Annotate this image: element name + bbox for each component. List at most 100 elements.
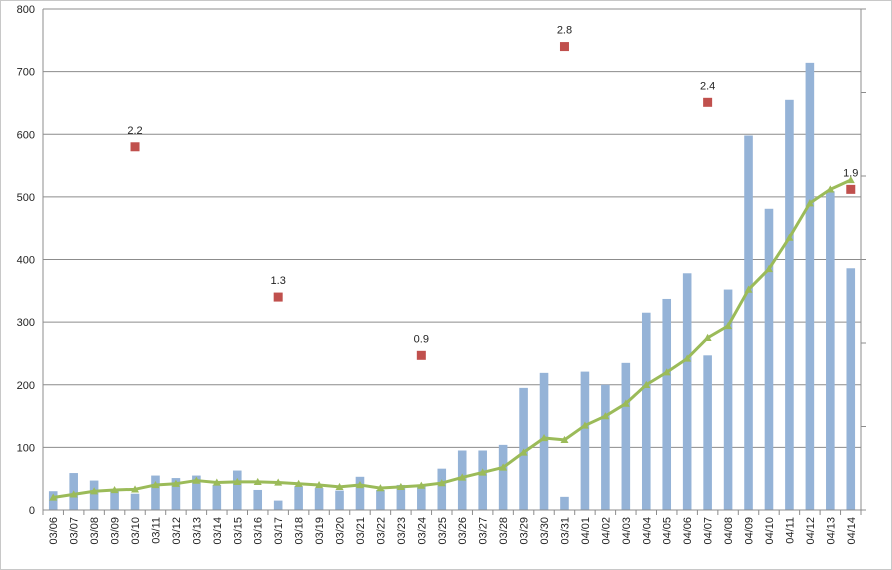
x-tick-label: 04/05 <box>662 517 674 545</box>
bar <box>764 208 774 510</box>
square-marker <box>559 42 569 52</box>
square-marker <box>416 350 426 360</box>
x-tick-label: 04/01 <box>580 517 592 545</box>
x-tick-label: 03/07 <box>69 517 81 545</box>
bar <box>662 298 672 510</box>
bar <box>785 99 794 511</box>
y-tick-label: 100 <box>17 442 35 454</box>
data-label: 0.9 <box>414 333 429 345</box>
bar <box>335 490 344 510</box>
line-point-marker <box>601 412 610 420</box>
y-tick-label: 0 <box>29 505 35 517</box>
bar <box>192 475 201 510</box>
x-tick-label: 04/13 <box>825 517 837 545</box>
square-marker <box>703 97 713 107</box>
bar <box>110 490 119 510</box>
square-marker <box>273 292 283 302</box>
bar <box>498 444 508 510</box>
bar <box>396 484 406 510</box>
line-point-marker <box>826 185 835 193</box>
x-tick-label: 03/16 <box>253 517 265 545</box>
bar <box>723 289 733 510</box>
x-tick-label: 04/06 <box>682 517 694 545</box>
x-tick-label: 03/25 <box>437 517 449 545</box>
y-tick-label: 600 <box>17 129 35 141</box>
x-tick-label: 04/12 <box>805 517 817 545</box>
x-tick-label: 04/02 <box>600 517 612 545</box>
data-label: 2.8 <box>557 25 572 37</box>
x-tick-label: 03/29 <box>519 517 531 545</box>
bar <box>478 450 487 510</box>
x-tick-label: 03/21 <box>355 517 367 545</box>
line-point-marker <box>662 368 671 376</box>
bar <box>417 484 426 510</box>
x-tick-label: 04/03 <box>621 517 633 545</box>
line-point-marker <box>805 199 814 207</box>
line-point-marker <box>171 479 180 487</box>
bar <box>355 476 365 510</box>
x-tick-label: 03/13 <box>191 517 203 545</box>
line-point-marker <box>151 480 160 489</box>
square-marker <box>130 142 140 152</box>
bar <box>846 268 856 510</box>
bar <box>294 486 303 510</box>
bar <box>580 371 590 510</box>
x-tick-label: 03/31 <box>559 517 571 545</box>
line-point-marker <box>499 463 508 471</box>
line-point-marker <box>69 490 78 498</box>
x-tick-label: 03/15 <box>232 517 244 545</box>
line-point-marker <box>212 478 221 486</box>
line-point-marker <box>315 480 324 489</box>
x-tick-label: 03/08 <box>89 517 101 545</box>
bar <box>89 480 99 510</box>
x-tick-label: 03/12 <box>171 517 183 545</box>
bar <box>560 496 569 510</box>
line-point-marker <box>355 480 364 489</box>
x-tick-label: 04/07 <box>703 517 715 545</box>
bar <box>641 312 651 510</box>
line-point-marker <box>49 493 58 501</box>
x-tick-label: 03/27 <box>478 517 490 545</box>
line-point-marker <box>335 482 344 491</box>
line-point-marker <box>846 175 855 184</box>
bar <box>376 489 385 510</box>
y-tick-label: 800 <box>17 4 35 16</box>
x-tick-label: 03/26 <box>457 517 469 545</box>
line-point-marker <box>683 354 692 362</box>
bar <box>826 191 835 510</box>
x-tick-label: 03/19 <box>314 517 326 545</box>
x-tick-label: 03/22 <box>375 517 387 545</box>
data-label: 2.2 <box>127 125 142 137</box>
x-tick-label: 04/09 <box>744 517 756 545</box>
bar <box>601 384 610 510</box>
x-tick-label: 03/10 <box>130 517 142 545</box>
y-tick-label: 200 <box>17 380 35 392</box>
line-point-marker <box>376 484 385 492</box>
line-point-marker <box>540 433 549 442</box>
x-tick-label: 03/30 <box>539 517 551 545</box>
line-point-marker <box>560 435 569 444</box>
x-tick-label: 03/11 <box>150 517 162 544</box>
line-point-marker <box>253 477 262 486</box>
square-marker <box>846 184 856 194</box>
line-point-marker <box>437 479 446 487</box>
x-tick-label: 03/06 <box>48 517 60 545</box>
bar <box>212 484 222 510</box>
x-tick-label: 03/28 <box>498 517 510 545</box>
line-point-marker <box>396 482 405 491</box>
x-tick-label: 04/10 <box>764 517 776 545</box>
x-tick-label: 03/23 <box>396 517 408 545</box>
bar <box>273 500 283 510</box>
line-point-marker <box>110 485 119 494</box>
x-tick-label: 03/24 <box>416 517 428 545</box>
data-label: 2.4 <box>700 80 715 92</box>
bar <box>539 372 549 510</box>
line-point-marker <box>621 399 630 407</box>
line-point-marker <box>744 285 753 293</box>
bar <box>682 273 692 510</box>
y-tick-label: 300 <box>17 317 35 329</box>
bar <box>805 62 815 511</box>
x-tick-label: 03/18 <box>294 517 306 545</box>
